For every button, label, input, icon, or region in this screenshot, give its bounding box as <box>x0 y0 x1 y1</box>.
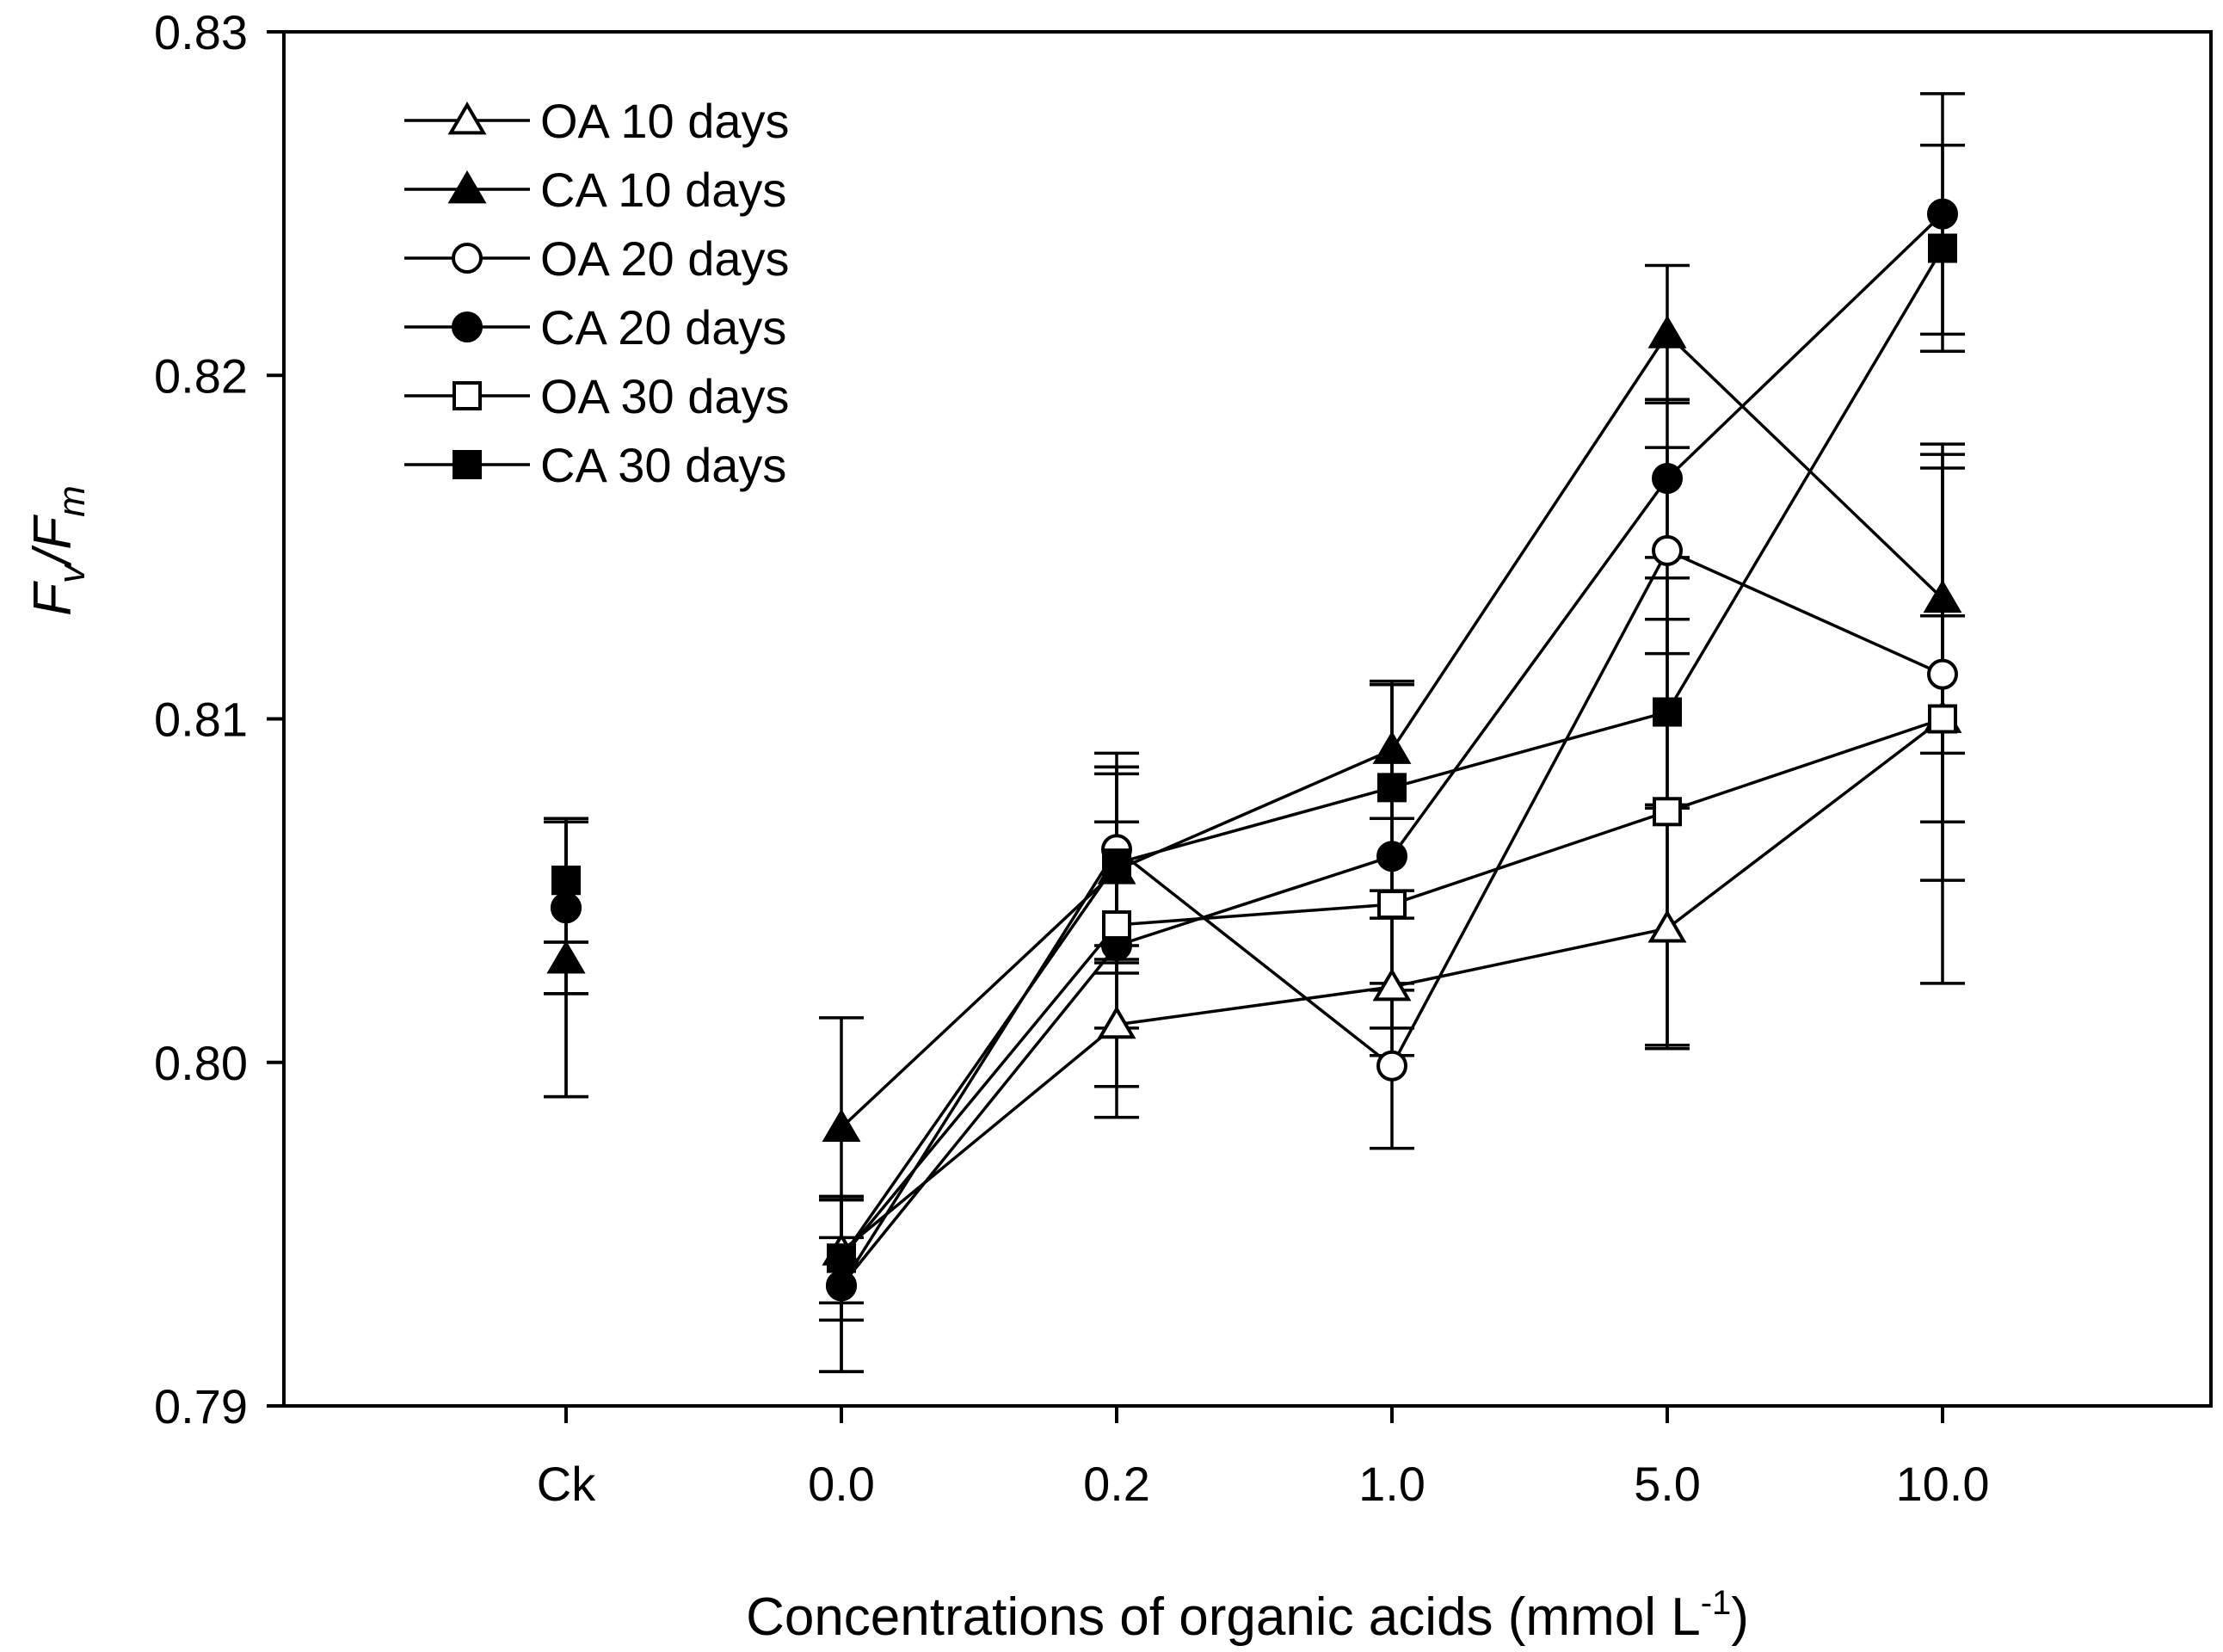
data-point <box>546 940 586 974</box>
legend: OA 10 days CA 10 days OA 20 days CA 20 days… <box>404 94 790 492</box>
legend-label: CA 30 days <box>540 438 786 492</box>
y-tick-label: 0.80 <box>154 1036 248 1090</box>
legend-marker <box>452 311 483 342</box>
x-tick-label: 10.0 <box>1896 1457 1990 1511</box>
legend-marker <box>453 450 482 479</box>
y-axis-title-f1: F <box>23 581 83 616</box>
data-point <box>1652 463 1683 495</box>
data-point <box>551 892 582 924</box>
data-point <box>1097 1005 1136 1039</box>
data-point <box>1647 315 1687 348</box>
y-tick-label: 0.81 <box>154 693 248 747</box>
data-point <box>1376 841 1407 872</box>
data-point <box>1652 534 1683 566</box>
x-tick-label: 5.0 <box>1634 1457 1701 1511</box>
x-tick-label: 0.0 <box>808 1457 875 1511</box>
data-point <box>1927 198 1958 230</box>
data-markers <box>546 198 1962 1302</box>
data-point <box>1927 658 1958 690</box>
y-tick-label: 0.83 <box>154 5 248 59</box>
y-axis-title: Fv/Fm <box>23 485 93 616</box>
data-point <box>1377 773 1407 803</box>
legend-label: OA 30 days <box>540 369 790 423</box>
legend-marker <box>447 170 487 204</box>
x-tick-label: 0.2 <box>1083 1457 1150 1511</box>
legend-label: CA 20 days <box>540 300 786 354</box>
data-point <box>827 1243 856 1273</box>
data-point <box>1102 910 1131 940</box>
x-axis: Ck 0.0 0.2 1.0 5.0 10.0 <box>537 1406 1990 1511</box>
data-point <box>1372 967 1412 1002</box>
legend-label: CA 10 days <box>540 163 786 217</box>
data-point <box>1376 1050 1407 1082</box>
data-point <box>1928 704 1957 734</box>
data-point <box>1372 730 1412 764</box>
y-axis-title-sub2: m <box>51 485 93 517</box>
y-tick-label: 0.82 <box>154 348 248 403</box>
x-tick-label: 1.0 <box>1358 1457 1426 1511</box>
data-point <box>551 866 581 896</box>
data-point <box>1653 797 1682 827</box>
x-axis-title-main: Concentrations of organic acids (mmol L <box>746 1587 1701 1647</box>
y-tick-label: 0.79 <box>154 1379 248 1433</box>
data-point <box>1647 909 1687 943</box>
legend-marker <box>452 243 483 274</box>
data-point <box>1653 697 1682 727</box>
data-point <box>1928 233 1957 263</box>
data-point <box>1377 890 1407 920</box>
y-axis: 0.79 0.80 0.81 0.82 0.83 <box>154 5 284 1433</box>
legend-label: OA 20 days <box>540 231 790 286</box>
legend-label: OA 10 days <box>540 94 790 148</box>
data-point <box>1923 579 1962 613</box>
x-axis-title-close: ) <box>1731 1587 1749 1647</box>
y-axis-title-sub1: v <box>51 562 93 583</box>
x-axis-title-sup: -1 <box>1701 1584 1732 1622</box>
data-point <box>826 1270 857 1302</box>
data-point <box>1102 848 1131 878</box>
x-axis-title: Concentrations of organic acids (mmol L-… <box>746 1584 1749 1647</box>
y-axis-title-f2: F <box>23 515 83 550</box>
legend-marker <box>447 102 487 135</box>
error-bars <box>544 92 1965 1373</box>
legend-marker <box>453 381 482 410</box>
x-tick-label: Ck <box>537 1457 596 1511</box>
data-point <box>822 1108 861 1143</box>
